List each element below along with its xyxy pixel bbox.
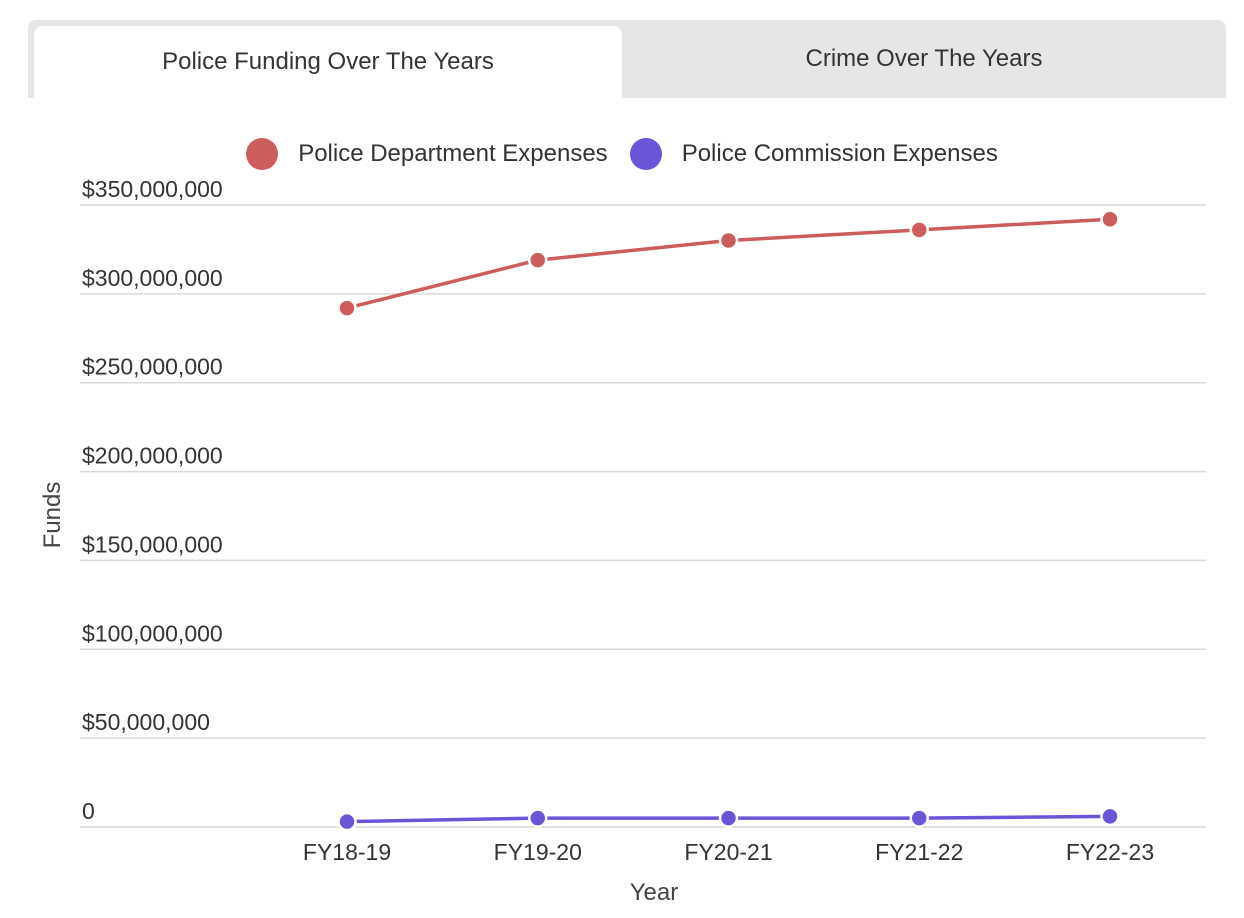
data-point[interactable]: [528, 808, 548, 828]
y-tick-label: $50,000,000: [82, 709, 210, 735]
tab-bar: Police Funding Over The Years Crime Over…: [28, 20, 1226, 98]
data-point[interactable]: [909, 220, 929, 240]
data-point[interactable]: [528, 250, 548, 270]
y-tick-label: $300,000,000: [82, 265, 223, 291]
y-tick-label: $150,000,000: [82, 531, 223, 557]
legend-marker-commission: [629, 138, 662, 170]
data-point[interactable]: [909, 808, 929, 828]
legend-marker-department: [246, 138, 279, 170]
data-point[interactable]: [337, 298, 357, 318]
y-tick-label: $100,000,000: [82, 620, 223, 646]
x-tick-label: FY21-22: [875, 839, 963, 865]
y-tick-label: $350,000,000: [82, 176, 223, 202]
x-axis-title: Year: [630, 879, 679, 906]
legend-label-commission: Police Commission Expenses: [681, 140, 998, 167]
x-tick-label: FY18-19: [303, 839, 391, 865]
data-point[interactable]: [718, 808, 739, 828]
data-point[interactable]: [1100, 806, 1120, 827]
legend-label-department: Police Department Expenses: [298, 140, 608, 167]
y-axis-title: Funds: [39, 482, 66, 549]
tab-crime[interactable]: Crime Over The Years: [805, 45, 1043, 72]
data-point[interactable]: [718, 230, 739, 251]
y-tick-label: 0: [82, 798, 95, 824]
y-tick-label: $200,000,000: [82, 443, 223, 469]
tab-police-funding[interactable]: Police Funding Over The Years: [34, 26, 622, 98]
data-point[interactable]: [1100, 209, 1120, 229]
x-tick-label: FY19-20: [494, 839, 582, 865]
y-tick-label: $250,000,000: [82, 354, 223, 380]
x-tick-label: FY20-21: [684, 839, 772, 865]
legend-item-department[interactable]: Police Department Expenses: [246, 138, 608, 170]
x-tick-label: FY22-23: [1066, 839, 1154, 865]
data-point[interactable]: [337, 811, 357, 832]
legend-item-commission[interactable]: Police Commission Expenses: [629, 138, 998, 170]
chart-legend: Police Department Expenses Police Commis…: [0, 136, 1244, 172]
